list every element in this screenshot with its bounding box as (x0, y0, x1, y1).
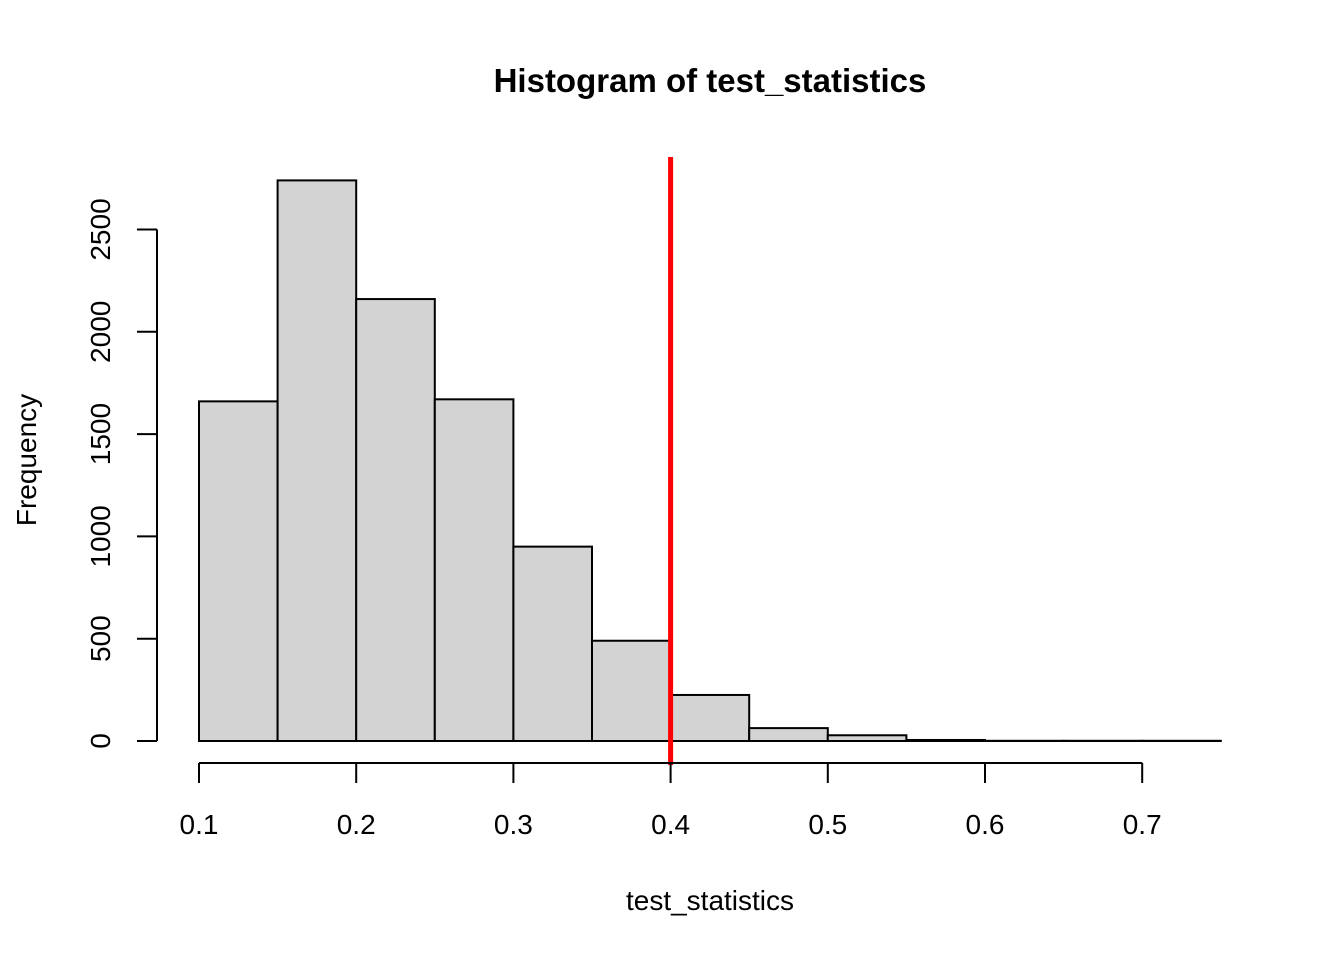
y-tick-label: 2000 (85, 301, 116, 363)
x-tick-label: 0.7 (1123, 809, 1162, 840)
histogram-bar (826, 734, 908, 742)
x-tick-label: 0.2 (337, 809, 376, 840)
x-tick-label: 0.4 (651, 809, 690, 840)
y-tick-label: 1000 (85, 505, 116, 567)
histogram-bar (905, 738, 987, 742)
chart-title: Histogram of test_statistics (494, 62, 927, 99)
histogram-bar (591, 639, 672, 742)
histogram-bar (512, 545, 594, 742)
histogram-bar (198, 400, 279, 742)
histogram-bar (748, 727, 829, 743)
x-tick-label: 0.6 (966, 809, 1005, 840)
histogram-bar (276, 179, 358, 742)
x-axis: 0.1 0.2 0.3 0.4 0.5 0.6 0.7 (180, 762, 1162, 840)
y-tick-label: 500 (85, 615, 116, 662)
y-tick-label: 0 (85, 733, 116, 749)
x-tick-label: 0.5 (808, 809, 847, 840)
x-tick-label: 0.1 (180, 809, 219, 840)
histogram-bar (355, 298, 436, 742)
y-tick-label: 2500 (85, 198, 116, 260)
y-axis: 0 500 1000 1500 2000 2500 (85, 198, 158, 749)
histogram-bars (198, 179, 1222, 743)
y-tick-label: 1500 (85, 403, 116, 465)
x-tick-label: 0.3 (494, 809, 533, 840)
histogram-bar (433, 398, 515, 742)
y-axis-title: Frequency (11, 394, 42, 526)
x-axis-title: test_statistics (626, 885, 794, 916)
histogram-bar (669, 693, 751, 743)
